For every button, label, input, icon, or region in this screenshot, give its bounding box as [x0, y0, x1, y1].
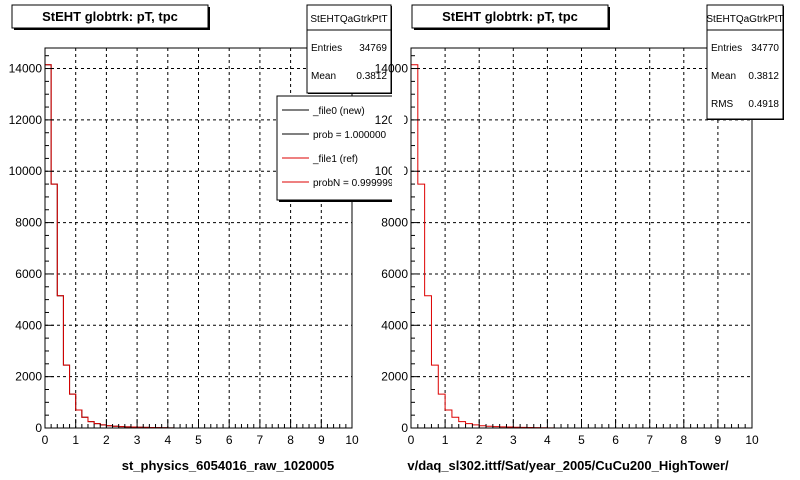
- x-tick-label: 8: [680, 433, 687, 447]
- legend-label: prob = 1.000000: [313, 130, 387, 141]
- y-tick-label: 2000: [15, 370, 42, 384]
- legend-label: _file0 (new): [312, 106, 365, 117]
- x-tick-label: 1: [442, 433, 449, 447]
- y-tick-label: 12000: [9, 113, 43, 127]
- stats-value: 0.4918: [748, 99, 779, 110]
- x-tick-label: 2: [103, 433, 110, 447]
- legend-label: _file1 (ref): [312, 154, 358, 165]
- stats-label: Mean: [311, 71, 336, 82]
- x-tick-label: 3: [134, 433, 141, 447]
- y-tick-label: 14000: [9, 62, 43, 76]
- x-tick-label: 7: [646, 433, 653, 447]
- x-tick-label: 6: [612, 433, 619, 447]
- stats-value: 34769: [359, 43, 387, 54]
- x-tick-label: 1: [72, 433, 79, 447]
- stats-label: Mean: [711, 71, 736, 82]
- x-axis-label: st_physics_6054016_raw_1020005: [122, 458, 335, 473]
- y-tick-label: 6000: [381, 267, 408, 281]
- y-tick-label: 4000: [15, 318, 42, 332]
- title-box: [11, 4, 209, 29]
- stats-name: StEHTQaGtrkPtT: [706, 14, 783, 25]
- grid-lines: [411, 48, 752, 428]
- x-tick-label: 3: [510, 433, 517, 447]
- chart-title: StEHT globtrk: pT, tpc: [42, 9, 178, 24]
- y-tick-label: 4000: [381, 318, 408, 332]
- x-tick-label: 9: [318, 433, 325, 447]
- x-tick-label: 0: [42, 433, 49, 447]
- x-tick-label: 7: [257, 433, 264, 447]
- legend-label: probN = 0.999999: [313, 178, 394, 189]
- stats-value: 0.3812: [356, 71, 387, 82]
- y-tick-label: 8000: [381, 216, 408, 230]
- legend-clip-mask: [392, 90, 404, 210]
- x-axis-label: v/daq_sl302.ittf/Sat/year_2005/CuCu200_H…: [407, 458, 729, 473]
- stats-value: 34770: [751, 43, 779, 54]
- stats-box: [306, 4, 392, 94]
- stats-box: [706, 4, 784, 120]
- legend-box: [276, 95, 401, 201]
- x-tick-label: 9: [715, 433, 722, 447]
- chart-title: StEHT globtrk: pT, tpc: [442, 9, 578, 24]
- x-tick-label: 6: [226, 433, 233, 447]
- histogram-panel-1: 0 1 2 3 4 5 6 7 8 9 10 0 2000 4000 6000 8000 10000 12000 1…: [9, 4, 402, 473]
- y-tick-label: 0: [35, 421, 42, 435]
- histogram-panel-2: 0 1 2 3 4 5 6 7 8 9 100200040006000800010000120001…: [375, 4, 784, 473]
- stats-label: Entries: [711, 43, 742, 54]
- y-tick-label: 14000: [375, 62, 409, 76]
- x-tick-label: 0: [408, 433, 415, 447]
- stats-value: 0.3812: [748, 71, 779, 82]
- x-tick-label: 10: [345, 433, 359, 447]
- x-tick-label: 5: [195, 433, 202, 447]
- y-tick-label: 6000: [15, 267, 42, 281]
- x-tick-label: 4: [544, 433, 551, 447]
- stats-name: StEHTQaGtrkPtT: [310, 14, 387, 25]
- x-tick-label: 4: [164, 433, 171, 447]
- x-tick-label: 10: [745, 433, 759, 447]
- y-tick-label: 8000: [15, 216, 42, 230]
- stats-label: RMS: [711, 99, 734, 110]
- y-tick-label: 10000: [9, 164, 43, 178]
- x-tick-label: 2: [476, 433, 483, 447]
- legend: _file0 (new) prob = 1.000000 _file1 (ref) p…: [276, 95, 402, 202]
- y-tick-label: 2000: [381, 370, 408, 384]
- y-tick-label: 0: [401, 421, 408, 435]
- x-tick-label: 8: [287, 433, 294, 447]
- stats-label: Entries: [311, 43, 342, 54]
- title-box: [411, 4, 609, 29]
- x-tick-label: 5: [578, 433, 585, 447]
